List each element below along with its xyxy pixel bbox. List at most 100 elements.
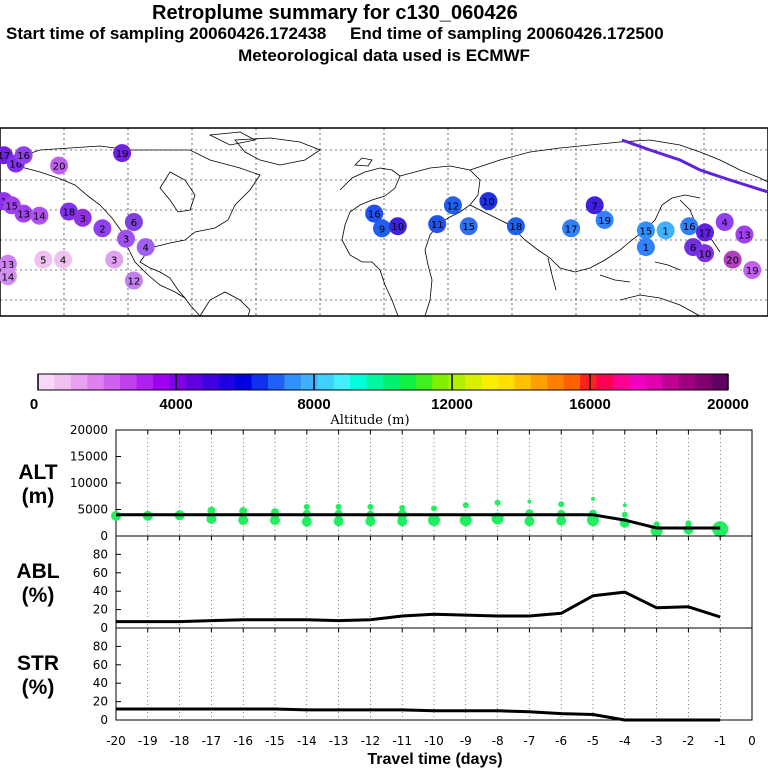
altitude-point — [591, 496, 595, 501]
colorbar-cell — [563, 374, 581, 390]
altitude-point — [431, 505, 437, 512]
x-tick-label: -6 — [555, 734, 567, 748]
trajectory-marker: 16 — [365, 204, 384, 223]
trajectory-marker-dot — [105, 250, 124, 269]
coastlines — [9, 131, 768, 317]
trajectory-marker-label: 17 — [565, 224, 578, 235]
colorbar-cell — [530, 374, 548, 390]
x-tick-label: -20 — [106, 734, 126, 748]
altitude-point — [333, 516, 344, 527]
trajectory-marker: 7 — [585, 196, 604, 215]
trajectory-marker-label: 18 — [510, 222, 523, 233]
colorbar-cell — [399, 374, 417, 390]
x-tick-label: -1 — [714, 734, 726, 748]
y-tick-label: 0 — [100, 713, 108, 727]
x-tick-label: -4 — [619, 734, 631, 748]
altitude-point — [335, 503, 342, 510]
trajectory-marker-dot — [443, 196, 462, 215]
trajectory-marker-dot — [93, 219, 112, 238]
trajectory-marker-dot — [124, 213, 143, 231]
y-tick-label: 20000 — [70, 423, 108, 437]
trajectory-marker: 19 — [113, 144, 132, 163]
x-tick-label: -9 — [460, 734, 472, 748]
trajectory-marker-label: 6 — [131, 218, 137, 229]
x-axis-label: Travel time (days) — [367, 751, 502, 768]
trajectory-marker-label: 13 — [2, 260, 15, 271]
trajectory-marker-dot — [428, 215, 447, 234]
trajectory-marker: 10 — [479, 192, 498, 211]
trajectory-marker-dot — [562, 219, 581, 238]
colorbar-cell — [136, 374, 154, 390]
end-time-value: 20060426.172500 — [526, 24, 664, 43]
end-time-label: End time of sampling — [349, 24, 522, 43]
colorbar-cell — [103, 374, 121, 390]
trajectory-marker: 12 — [124, 271, 143, 290]
trajectory-marker-dot — [373, 219, 391, 238]
trajectory-marker-label: 14 — [33, 212, 46, 223]
trajectory-marker-dot — [365, 204, 384, 223]
panel-str: 0 20 40 60 80 STR(%) — [17, 627, 753, 727]
colorbar-cells — [38, 374, 729, 390]
trajectory-marker-label: 16 — [683, 222, 696, 233]
y-tick-label: 60 — [93, 566, 108, 580]
colorbar-cell — [235, 374, 253, 390]
panel-frame — [115, 627, 753, 721]
trajectory-marker: 9 — [373, 219, 391, 238]
y-tick-label: 80 — [93, 547, 108, 561]
y-tick-label: 60 — [93, 658, 108, 672]
x-tick-label: -5 — [587, 734, 599, 748]
colorbar-ticks: 0 4000 8000 12000 16000 20000 — [30, 374, 749, 413]
trajectory-marker-label: 20 — [53, 162, 66, 173]
trajectory-marker: 18 — [506, 217, 525, 236]
sampling-times: Start time of sampling 20060426.172438 E… — [0, 24, 768, 44]
colorbar-cell — [547, 374, 565, 390]
trajectory-track — [621, 138, 768, 194]
trajectory-marker: 4 — [54, 250, 72, 269]
map-markers: 1716162019115131418326343451314121691011… — [0, 144, 762, 290]
colorbar-tick-label: 16000 — [569, 396, 611, 413]
x-tick-label: -18 — [170, 734, 190, 748]
trajectory-marker: 15 — [636, 221, 655, 240]
colorbar-cell — [596, 374, 614, 390]
trajectory-marker: 18 — [59, 202, 78, 221]
x-tick-label: -3 — [651, 734, 663, 748]
y-tick-label: 40 — [93, 676, 108, 690]
trajectory-marker-label: 16 — [17, 151, 30, 162]
trajectory-marker: 14 — [30, 206, 49, 225]
altitude-point — [653, 521, 660, 528]
colorbar-cell — [662, 374, 680, 390]
trajectory-marker-label: 7 — [592, 201, 598, 212]
colorbar-cell — [645, 374, 663, 390]
altitude-point — [428, 514, 440, 527]
trajectory-marker-dot — [743, 261, 762, 279]
trajectory-marker-dot — [73, 208, 92, 227]
trajectory-marker-dot — [715, 213, 734, 231]
time-series-panels: 05000100001500020000ALT(m)020406080ABL(%… — [16, 423, 755, 748]
trajectory-marker: 4 — [136, 238, 155, 257]
world-map: 1716162019115131418326343451314121691011… — [0, 127, 768, 317]
trajectory-marker-dot — [113, 144, 132, 163]
colorbar-cell — [38, 374, 55, 390]
trajectory-marker-dot — [136, 238, 155, 257]
altitude-point — [587, 514, 599, 527]
trajectory-marker-label: 6 — [690, 243, 696, 254]
colorbar-cell — [284, 374, 302, 390]
trajectory-marker-label: 3 — [123, 235, 129, 246]
trajectory-marker-dot — [636, 238, 655, 257]
trajectory-marker-label: 10 — [482, 197, 495, 208]
panel-abl: 0 20 40 60 80 ABL(%) — [16, 535, 753, 635]
trajectory-marker-label: 5 — [40, 256, 46, 267]
trajectory-marker-dot — [636, 221, 655, 240]
colorbar-cell — [333, 374, 351, 390]
colorbar-tick-label: 0 — [30, 396, 38, 413]
altitude-point — [367, 503, 374, 510]
altitude-point — [270, 515, 280, 526]
y-axis-label: STR — [17, 652, 59, 675]
y-tick-label: 15000 — [70, 450, 108, 464]
y-tick-label: 10000 — [70, 476, 108, 490]
trajectory-marker-label: 4 — [60, 256, 66, 267]
colorbar-tick-label: 4000 — [159, 396, 192, 413]
x-tick-label: -12 — [361, 734, 381, 748]
colorbar-cell — [54, 374, 72, 390]
colorbar-cell — [169, 374, 187, 390]
